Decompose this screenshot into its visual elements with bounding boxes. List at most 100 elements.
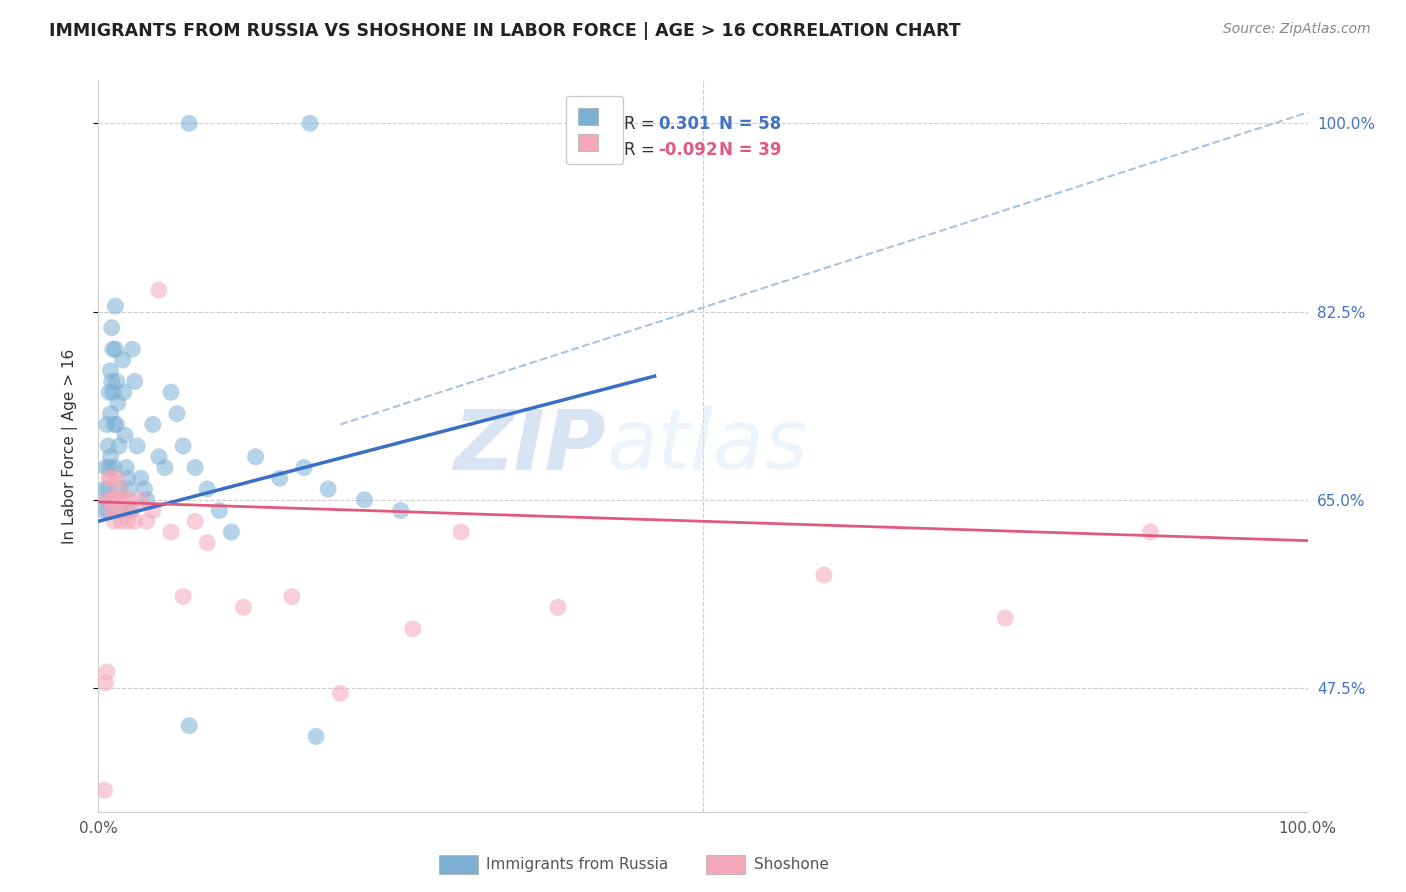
Point: [105, 417, 128, 432]
Point: [111, 353, 134, 368]
Point: [121, 342, 143, 356]
Point: [281, 590, 304, 604]
Point: [108, 482, 131, 496]
Text: Shoshone: Shoshone: [754, 857, 828, 871]
Text: N = 58: N = 58: [718, 115, 780, 133]
Point: [135, 492, 157, 507]
Legend: , : ,: [567, 96, 623, 164]
Point: [96, 492, 118, 507]
Point: [184, 514, 207, 528]
Point: [129, 492, 152, 507]
Point: [103, 417, 125, 432]
Point: [232, 600, 254, 615]
Point: [148, 450, 170, 464]
Point: [389, 503, 412, 517]
Point: [104, 299, 127, 313]
Point: [98, 460, 121, 475]
Point: [103, 514, 125, 528]
Point: [305, 730, 328, 744]
Point: [107, 396, 129, 410]
Point: [316, 482, 339, 496]
Text: -0.092: -0.092: [658, 141, 717, 159]
Point: [93, 783, 115, 797]
Point: [118, 503, 141, 517]
Point: [98, 471, 121, 485]
Point: [108, 439, 131, 453]
Point: [97, 482, 120, 496]
Point: [94, 675, 117, 690]
Point: [172, 439, 194, 453]
Point: [195, 536, 218, 550]
Point: [1139, 524, 1161, 539]
Point: [98, 385, 121, 400]
Y-axis label: In Labor Force | Age > 16: In Labor Force | Age > 16: [62, 349, 77, 543]
Text: Source: ZipAtlas.com: Source: ZipAtlas.com: [1223, 22, 1371, 37]
Point: [353, 492, 375, 507]
Point: [179, 719, 201, 733]
Point: [172, 590, 194, 604]
Point: [994, 611, 1017, 625]
Point: [105, 375, 128, 389]
Point: [450, 524, 472, 539]
Point: [124, 514, 146, 528]
Point: [160, 524, 183, 539]
Point: [101, 385, 124, 400]
Point: [100, 471, 122, 485]
Point: [107, 503, 129, 517]
Point: [103, 460, 125, 475]
Point: [104, 492, 127, 507]
Text: IMMIGRANTS FROM RUSSIA VS SHOSHONE IN LABOR FORCE | AGE > 16 CORRELATION CHART: IMMIGRANTS FROM RUSSIA VS SHOSHONE IN LA…: [49, 22, 960, 40]
Point: [160, 385, 183, 400]
Point: [96, 417, 118, 432]
Point: [547, 600, 569, 615]
Point: [813, 568, 835, 582]
Point: [100, 492, 122, 507]
Point: [115, 460, 138, 475]
Point: [269, 471, 291, 485]
Point: [100, 503, 122, 517]
Point: [108, 492, 131, 507]
Point: [100, 375, 122, 389]
Point: [114, 492, 136, 507]
Point: [101, 342, 124, 356]
Point: [100, 364, 122, 378]
Text: ZIP: ZIP: [454, 406, 606, 486]
Point: [153, 460, 176, 475]
Point: [221, 524, 243, 539]
Point: [117, 471, 139, 485]
Point: [195, 482, 218, 496]
Text: R =: R =: [624, 115, 655, 133]
Point: [245, 450, 267, 464]
Point: [100, 320, 122, 334]
Point: [184, 460, 207, 475]
Point: [97, 503, 120, 517]
Text: N = 39: N = 39: [718, 141, 782, 159]
Text: atlas: atlas: [606, 406, 808, 486]
Point: [118, 482, 141, 496]
Point: [111, 503, 134, 517]
Point: [134, 482, 156, 496]
Point: [329, 686, 352, 700]
Text: R =: R =: [624, 141, 655, 159]
Point: [96, 665, 118, 679]
Point: [108, 482, 131, 496]
Point: [110, 514, 132, 528]
Point: [105, 471, 128, 485]
Point: [299, 116, 322, 130]
Point: [97, 439, 120, 453]
Point: [104, 342, 127, 356]
Point: [101, 492, 124, 507]
Point: [179, 116, 201, 130]
Text: Immigrants from Russia: Immigrants from Russia: [486, 857, 669, 871]
Point: [148, 283, 170, 297]
Point: [97, 492, 120, 507]
Point: [94, 460, 117, 475]
Point: [112, 385, 135, 400]
Point: [118, 492, 141, 507]
Point: [142, 503, 165, 517]
Point: [93, 482, 115, 496]
Point: [124, 375, 146, 389]
Text: 0.301: 0.301: [658, 115, 711, 133]
Point: [93, 503, 115, 517]
Point: [110, 503, 132, 517]
